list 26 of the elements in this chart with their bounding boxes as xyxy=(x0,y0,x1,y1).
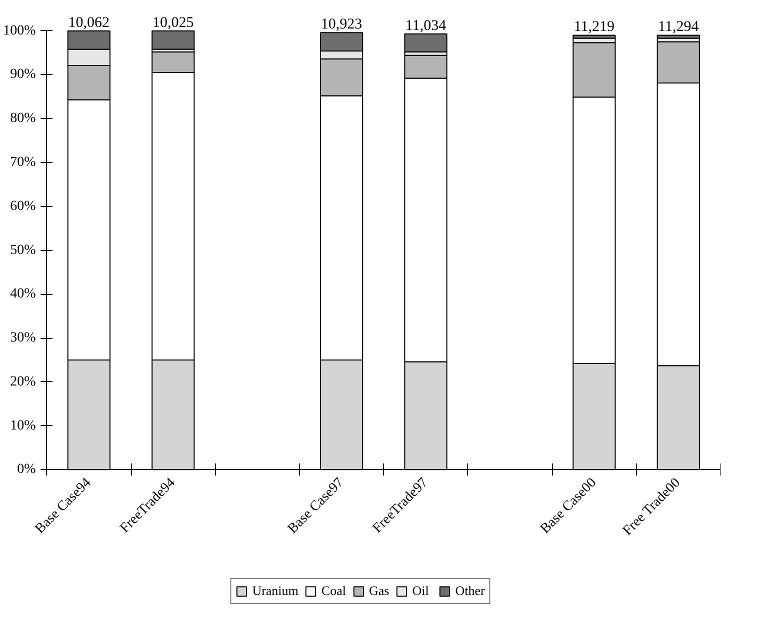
y-tick-label: 60% xyxy=(10,198,36,214)
y-tick-label: 40% xyxy=(10,286,36,302)
y-tick-label: 30% xyxy=(10,330,36,346)
y-tick-label: 20% xyxy=(10,374,36,390)
bar xyxy=(152,30,195,50)
y-tick-label: 0% xyxy=(17,462,36,478)
bar xyxy=(404,33,448,52)
y-tick-label: 50% xyxy=(10,242,36,258)
y-tick-label: 100% xyxy=(3,23,36,38)
annotation: 11,034 xyxy=(405,18,447,34)
legend-label: Other xyxy=(455,583,485,599)
bar xyxy=(656,34,700,39)
annotation: 11,294 xyxy=(658,19,700,36)
annotation: 10,062 xyxy=(68,14,110,31)
legend-label: Oil xyxy=(412,583,430,599)
annotation: 11,219 xyxy=(574,19,615,36)
annotation: 10,923 xyxy=(320,16,362,33)
y-tick-label: 10% xyxy=(10,418,36,434)
y-tick-label: 80% xyxy=(10,111,36,126)
y-tick-label: 90% xyxy=(10,67,36,82)
legend-label: Gas xyxy=(368,583,390,599)
legend-label: Uranium xyxy=(252,583,298,599)
legend-label: Coal xyxy=(321,583,346,599)
y-tick-label: 70% xyxy=(10,154,36,170)
annotation: 10,025 xyxy=(152,14,194,31)
bar xyxy=(572,34,616,39)
